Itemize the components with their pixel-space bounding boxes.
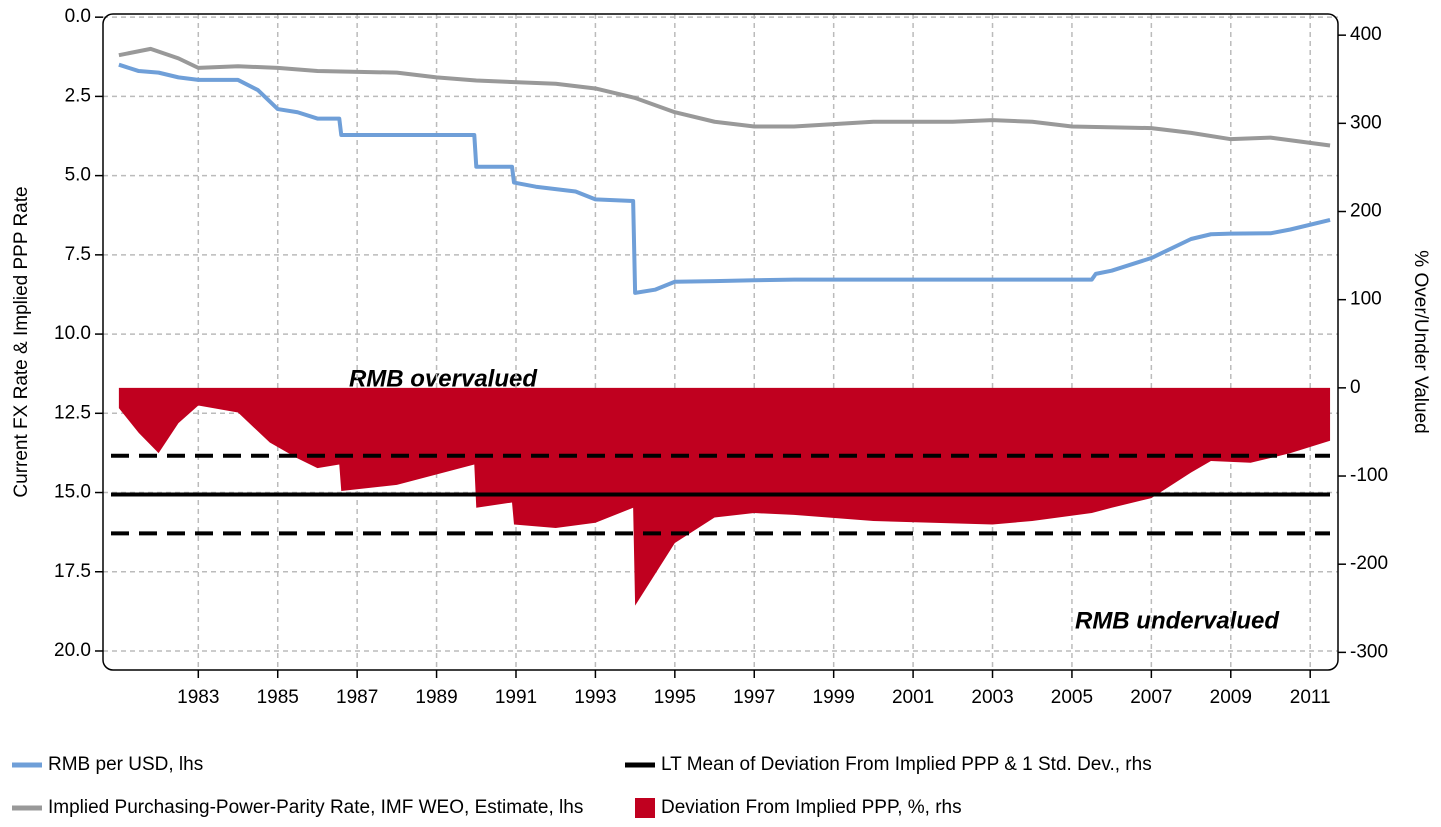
y-tick-label: 5.0 [65,165,91,186]
y-tick-label: 15.0 [54,482,91,503]
legend-label: Deviation From Implied PPP, %, rhs [661,797,962,818]
x-tick-label: 2011 [1290,687,1331,708]
plot-area [103,14,1338,670]
x-tick-label: 2003 [971,687,1013,708]
series-line [118,46,1331,148]
legend-swatch [635,798,655,818]
x-tick-label: 2005 [1051,687,1093,708]
deviation-area [118,387,1331,606]
y2-axis-label: % Over/Under Valued [1410,250,1431,433]
series-line [118,62,1331,295]
y-tick-label: 7.5 [65,244,91,265]
y2-tick-label: -300 [1350,641,1388,662]
x-tick-label: 1995 [654,687,696,708]
legend-label: Implied Purchasing-Power-Parity Rate, IM… [48,797,583,818]
legend-label: LT Mean of Deviation From Implied PPP & … [661,754,1152,775]
y-axis-label: Current FX Rate & Implied PPP Rate [11,186,32,497]
x-tick-label: 2007 [1130,687,1172,708]
y-tick-label: 12.5 [54,402,91,423]
plot-frame [102,13,1339,671]
y2-tick-label: 100 [1350,289,1382,310]
x-tick-label: 1989 [415,687,457,708]
x-tick-label: 1983 [177,687,219,708]
x-tick-label: 2001 [892,687,934,708]
x-tick-label: 1999 [813,687,855,708]
x-tick-label: 1985 [257,687,299,708]
annotation: RMB overvalued [349,365,538,392]
y2-tick-label: 0 [1350,377,1361,398]
y-tick-label: 0.0 [65,6,91,27]
y-tick-label: 17.5 [54,561,91,582]
x-tick-label: 1993 [574,687,616,708]
y-tick-label: 2.5 [65,85,91,106]
y2-tick-label: -200 [1350,553,1388,574]
y2-tick-label: 200 [1350,201,1382,222]
annotation: RMB undervalued [1075,607,1280,634]
y2-tick-label: 300 [1350,112,1382,133]
x-tick-label: 1997 [733,687,775,708]
y-tick-label: 20.0 [54,640,91,661]
legend-label: RMB per USD, lhs [48,754,203,775]
x-tick-label: 1991 [495,687,537,708]
y-tick-label: 10.0 [54,323,91,344]
y2-tick-label: 400 [1350,24,1382,45]
y2-tick-label: -100 [1350,465,1388,486]
x-tick-label: 1987 [336,687,378,708]
x-tick-label: 2009 [1210,687,1252,708]
